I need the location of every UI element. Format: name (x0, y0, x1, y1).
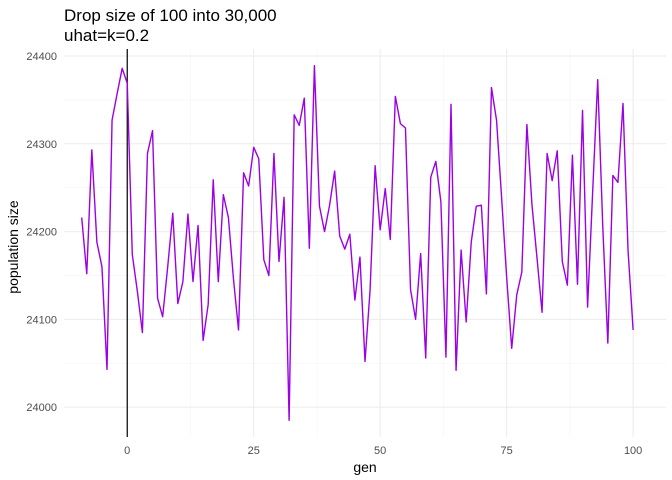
x-tick-label: 100 (624, 445, 642, 457)
x-tick-label: 0 (124, 445, 130, 457)
series-line (81, 64, 634, 422)
y-tick-label: 24000 (26, 402, 57, 414)
y-tick-label: 24100 (26, 314, 57, 326)
x-axis-label: gen (353, 459, 376, 475)
y-tick-label: 24200 (26, 227, 57, 239)
y-tick-labels: 24000 24100 24200 24300 24400 (26, 51, 57, 414)
y-tick-label: 24300 (26, 139, 57, 151)
x-tick-label: 50 (374, 445, 386, 457)
grid (64, 49, 666, 437)
series-layer (81, 64, 634, 422)
chart-subtitle: uhat=k=0.2 (64, 26, 149, 45)
y-tick-label: 24400 (26, 51, 57, 63)
y-axis-label: population size (5, 200, 21, 294)
chart-title: Drop size of 100 into 30,000 (64, 6, 277, 25)
x-tick-label: 75 (501, 445, 513, 457)
x-tick-label: 25 (248, 445, 260, 457)
x-tick-labels: 0 25 50 75 100 (124, 445, 642, 457)
